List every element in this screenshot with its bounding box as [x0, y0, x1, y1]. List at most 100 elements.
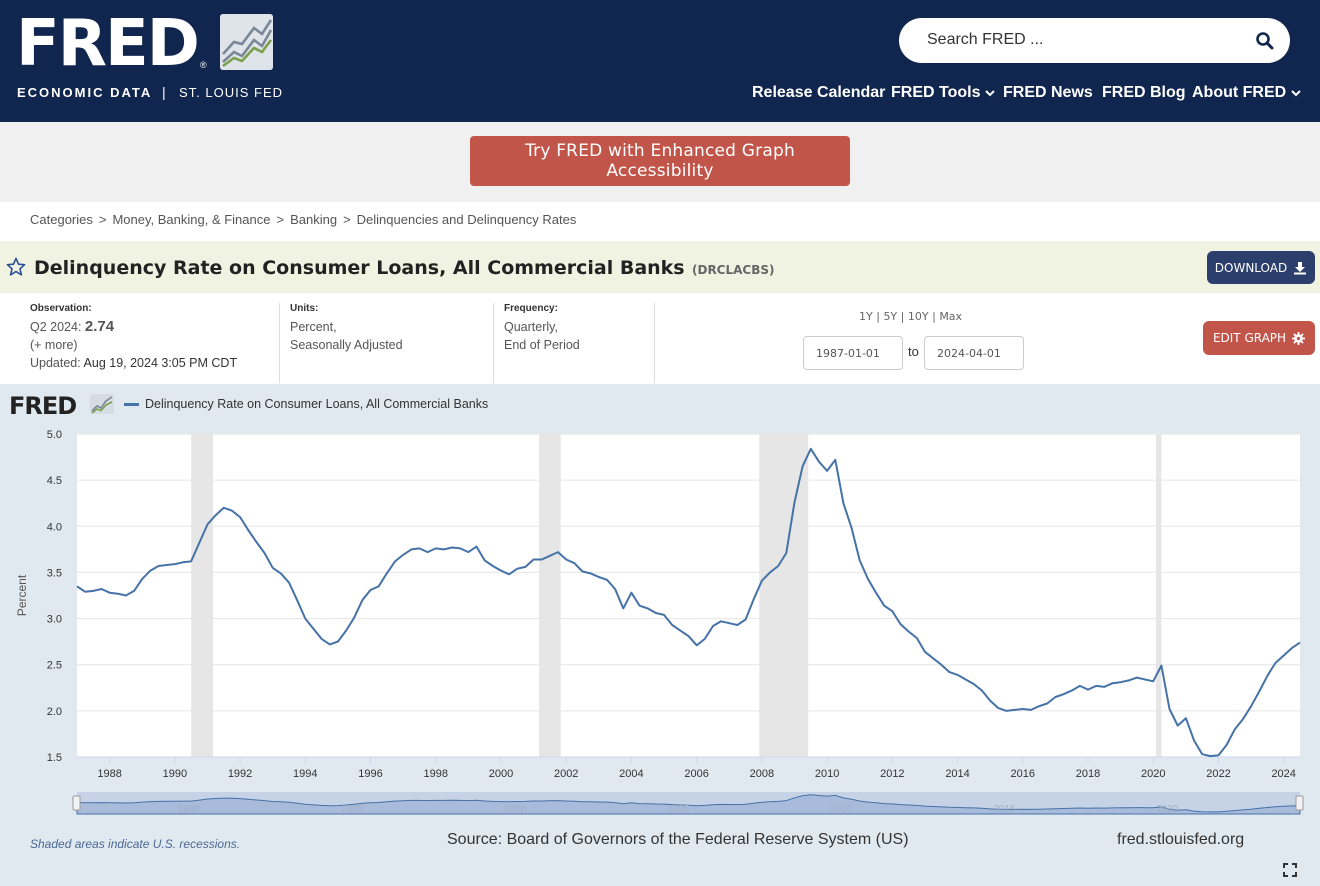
- breadcrumb-money-banking-finance[interactable]: Money, Banking, & Finance: [112, 212, 271, 227]
- enhanced-accessibility-button[interactable]: Try FRED with Enhanced Graph Accessibili…: [470, 136, 850, 186]
- range-1y-link[interactable]: 1Y: [859, 310, 873, 323]
- frequency-line: Quarterly,: [504, 320, 558, 334]
- x-tick-label: 2016: [1011, 768, 1035, 780]
- navigator-label: 2000: [504, 804, 527, 815]
- breadcrumb-separator: >: [276, 212, 285, 227]
- logo-chart-icon: [220, 14, 273, 70]
- nav-label: FRED Tools: [891, 84, 981, 101]
- chart-legend[interactable]: Delinquency Rate on Consumer Loans, All …: [124, 397, 488, 411]
- recession-band: [759, 434, 809, 757]
- breadcrumb: Categories > Money, Banking, & Finance >…: [30, 212, 576, 227]
- x-tick-label: 2012: [880, 768, 904, 780]
- y-tick-label: 5.0: [47, 429, 62, 441]
- frequency-line: End of Period: [504, 338, 580, 352]
- navigator-label: 2005: [667, 804, 690, 815]
- search-input[interactable]: [927, 28, 1247, 52]
- x-tick-label: 1988: [97, 768, 121, 780]
- chevron-down-icon: [1291, 90, 1301, 97]
- range-max-link[interactable]: Max: [939, 310, 963, 323]
- download-icon: [1294, 261, 1307, 274]
- registered-mark: ®: [200, 60, 207, 70]
- x-tick-label: 1996: [358, 768, 382, 780]
- units-label: Units:: [290, 303, 319, 314]
- star-icon[interactable]: [6, 257, 26, 277]
- delinquency-line-chart[interactable]: 1.5 2.0 2.5 3.0 3.5 4.0 4.5 5.0 Percent 1988 1990 1…: [0, 384, 1320, 886]
- range-10y-link[interactable]: 10Y: [907, 310, 929, 323]
- meta-divider: [493, 303, 494, 383]
- navigator-label: 2015: [993, 804, 1016, 815]
- breadcrumb-separator: >: [98, 212, 107, 227]
- y-tick-label: 2.0: [47, 706, 62, 718]
- units-line: Percent,: [290, 320, 337, 334]
- search-icon[interactable]: [1255, 31, 1275, 51]
- legend-swatch: [124, 402, 139, 406]
- chevron-down-icon: [985, 90, 996, 97]
- navigator-handle[interactable]: [72, 795, 81, 811]
- navigator-label: 1995: [341, 804, 364, 815]
- recession-band: [539, 434, 561, 757]
- edit-graph-button[interactable]: EDIT GRAPH: [1203, 321, 1315, 355]
- observation-value: 2.74: [84, 318, 115, 335]
- x-tick-label: 1998: [424, 768, 448, 780]
- meta-divider: [279, 303, 280, 383]
- gear-icon: [1292, 331, 1306, 345]
- recession-band: [191, 434, 213, 757]
- x-tick-label: 1994: [293, 768, 317, 780]
- y-tick-label: 4.5: [47, 475, 62, 487]
- fullscreen-icon[interactable]: [1283, 863, 1297, 877]
- range-separator: |: [876, 310, 880, 323]
- range-separator: |: [932, 310, 936, 323]
- date-range-to-label: to: [908, 344, 919, 359]
- meta-divider: [654, 303, 655, 383]
- legend-label: Delinquency Rate on Consumer Loans, All …: [145, 397, 489, 411]
- breadcrumb-banking[interactable]: Banking: [290, 212, 338, 227]
- logo-org: ST. LOUIS FED: [179, 85, 284, 100]
- navigator-handle[interactable]: [1295, 795, 1304, 811]
- breadcrumb-categories[interactable]: Categories: [30, 212, 93, 227]
- x-tick-label: 2000: [489, 768, 513, 780]
- nav-about-fred[interactable]: About FRED: [1192, 80, 1301, 106]
- plot-area: [77, 434, 1300, 757]
- x-tick-label: 2010: [815, 768, 839, 780]
- y-axis-label: Percent: [15, 574, 29, 616]
- x-tick-label: 2008: [750, 768, 774, 780]
- units-line: Seasonally Adjusted: [290, 338, 403, 352]
- units-block: Units: Percent, Seasonally Adjusted: [290, 303, 485, 383]
- breadcrumb-delinquencies[interactable]: Delinquencies and Delinquency Rates: [356, 212, 577, 227]
- x-tick-label: 1992: [228, 768, 252, 780]
- nav-fred-tools[interactable]: FRED Tools: [891, 80, 996, 106]
- x-tick-label: 2020: [1141, 768, 1165, 780]
- updated-label: Updated:: [30, 356, 81, 370]
- logo-separator: |: [162, 84, 166, 100]
- end-date-input[interactable]: [924, 336, 1024, 370]
- start-date-input[interactable]: [803, 336, 903, 370]
- range-5y-link[interactable]: 5Y: [883, 310, 898, 323]
- download-label: DOWNLOAD: [1214, 260, 1288, 275]
- more-observations-link[interactable]: (+ more): [30, 338, 78, 352]
- nav-label: FRED Blog: [1102, 84, 1186, 101]
- y-tick-label: 3.5: [47, 567, 62, 579]
- search-box: [899, 18, 1290, 63]
- x-tick-label: 2002: [554, 768, 578, 780]
- site-link[interactable]: fred.stlouisfed.org: [1117, 831, 1245, 848]
- source-note[interactable]: Source: Board of Governors of the Federa…: [447, 831, 909, 848]
- observation-label: Observation:: [30, 303, 92, 314]
- page-title: Delinquency Rate on Consumer Loans, All …: [34, 257, 685, 279]
- range-separator: |: [900, 310, 905, 323]
- nav-label: Release Calendar: [752, 84, 886, 101]
- chart-logo-icon: [90, 394, 114, 414]
- nav-fred-blog[interactable]: FRED Blog: [1102, 80, 1186, 106]
- nav-label: FRED News: [1003, 84, 1093, 101]
- nav-fred-news[interactable]: FRED News: [1003, 80, 1093, 106]
- frequency-label: Frequency:: [504, 303, 558, 314]
- series-id: (DRCLACBS): [692, 263, 775, 277]
- observation-period: Q2 2024:: [30, 320, 82, 334]
- x-tick-label: 2018: [1076, 768, 1100, 780]
- download-button[interactable]: DOWNLOAD: [1207, 251, 1315, 284]
- y-tick-label: 1.5: [47, 752, 62, 764]
- navigator-label: 1990: [178, 804, 201, 815]
- updated-value: Aug 19, 2024 3:05 PM CDT: [83, 356, 238, 370]
- accessibility-banner: Try FRED with Enhanced Graph Accessibili…: [0, 122, 1320, 202]
- fred-logo[interactable]: FRED: [16, 7, 200, 81]
- nav-release-calendar[interactable]: Release Calendar: [752, 80, 885, 106]
